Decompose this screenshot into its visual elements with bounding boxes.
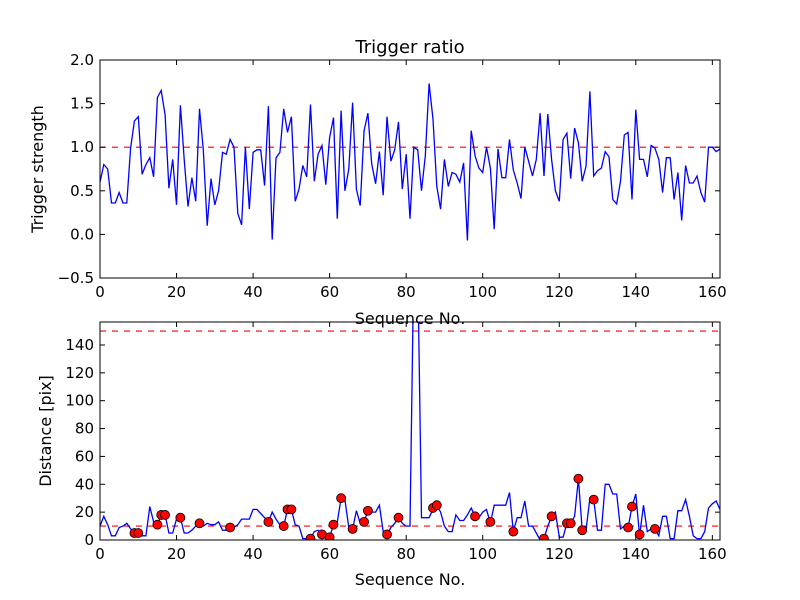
x-tick-label: 40 (244, 545, 263, 563)
flagged-point-marker (363, 505, 373, 516)
x-tick-label: 160 (698, 283, 727, 301)
bottom-axes: 0 20 40 60 80 100 120 140 160 0 20 40 60 80 100 120 140 (65, 321, 727, 563)
y-tick-label: −0.5 (58, 269, 94, 287)
flagged-point-marker (305, 533, 316, 540)
flagged-point-marker (286, 504, 297, 515)
y-tick-label: 0 (84, 531, 94, 549)
flagged-point-marker (565, 518, 576, 529)
top-axes: 0 20 40 60 80 100 120 140 160 −0.5 0.0 0.5 1.0 1.5 2.0 (58, 51, 727, 301)
flagged-point-marker (382, 529, 392, 540)
y-tick-label: 140 (65, 336, 94, 354)
y-tick-label: 80 (75, 420, 94, 438)
flagged-point-marker (539, 533, 549, 540)
x-tick-label: 60 (320, 283, 339, 301)
flagged-point-marker (160, 510, 170, 520)
bottom-y-axis-label: Distance [pix] (36, 375, 55, 487)
flagged-point-marker (546, 511, 557, 522)
y-tick-label: 1.0 (70, 138, 94, 156)
flagged-point-marker (133, 528, 144, 538)
flagged-point-marker (470, 511, 480, 522)
flagged-point-marker (634, 529, 645, 540)
flagged-point-marker (347, 523, 358, 534)
y-tick-label: 2.0 (70, 51, 94, 69)
y-tick-label: 0.0 (70, 225, 94, 243)
flagged-point-marker (359, 516, 369, 527)
y-tick-label: 120 (65, 364, 94, 382)
x-tick-label: 40 (244, 283, 263, 301)
x-tick-label: 120 (545, 545, 574, 563)
x-tick-label: 0 (95, 283, 105, 301)
top-chart-title: Trigger ratio (354, 37, 464, 58)
y-tick-label: 60 (75, 447, 94, 465)
x-tick-label: 20 (167, 283, 186, 301)
flagged-point-marker (485, 516, 496, 527)
flagged-point-marker (623, 522, 634, 533)
bottom-x-axis-label: Sequence No. (355, 570, 466, 589)
flagged-point-marker (431, 500, 442, 511)
flagged-point-marker (393, 512, 404, 523)
axes-frame (99, 321, 721, 541)
y-tick-label: 0.5 (70, 182, 94, 200)
y-tick-label: 1.5 (70, 95, 94, 113)
axes-frame (99, 59, 721, 279)
y-tick-label: 40 (75, 475, 94, 493)
top-y-axis-label: Trigger strength (28, 105, 47, 234)
flagged-point-marker (263, 516, 274, 527)
flagged-point-marker (225, 522, 236, 533)
y-tick-label: 100 (65, 392, 94, 410)
flagged-point-marker (194, 518, 205, 529)
flagged-point-marker (577, 525, 588, 536)
x-tick-label: 60 (320, 545, 339, 563)
x-tick-label: 100 (468, 545, 497, 563)
flagged-point-marker (588, 494, 599, 505)
x-tick-label: 80 (397, 545, 416, 563)
top-x-axis-label: Sequence No. (355, 309, 466, 328)
flagged-point-marker (627, 501, 637, 512)
x-tick-label: 140 (621, 283, 650, 301)
x-tick-label: 0 (95, 545, 105, 563)
series-line (100, 83, 720, 241)
flagged-point-marker (328, 519, 339, 530)
x-tick-label: 160 (698, 545, 727, 563)
flagged-point-marker (278, 521, 289, 531)
flagged-point-marker (336, 493, 347, 504)
x-tick-label: 120 (545, 283, 574, 301)
flagged-point-marker (508, 526, 519, 537)
x-tick-label: 80 (397, 283, 416, 301)
flagged-point-marker (650, 523, 660, 534)
y-tick-label: 20 (75, 503, 94, 521)
flagged-point-marker (152, 519, 163, 530)
x-tick-label: 100 (468, 283, 497, 301)
x-tick-label: 140 (621, 545, 650, 563)
x-tick-label: 20 (167, 545, 186, 563)
flagged-point-marker (175, 512, 186, 523)
flagged-point-marker (573, 473, 584, 484)
